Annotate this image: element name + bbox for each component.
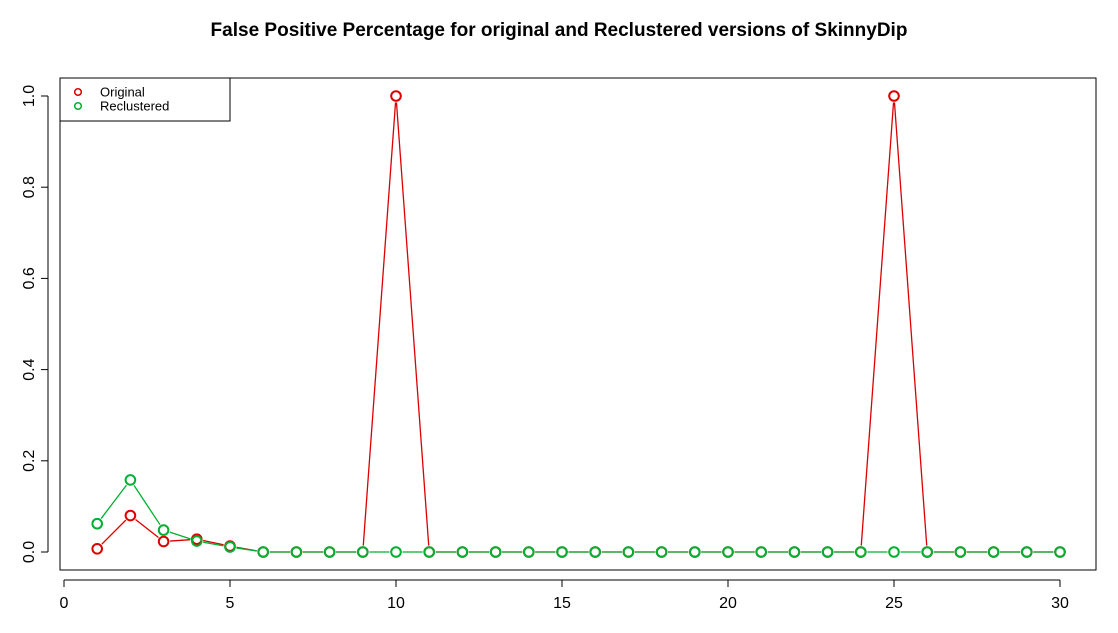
legend-marker-reclustered <box>73 101 83 111</box>
series-reclustered <box>91 474 1066 558</box>
data-point-reclustered <box>357 546 369 558</box>
data-point-reclustered <box>423 546 436 558</box>
data-point-reclustered <box>954 546 967 558</box>
data-point-reclustered <box>390 546 402 558</box>
y-tick-label: 0.8 <box>21 176 38 198</box>
data-point-reclustered <box>1054 546 1066 558</box>
data-point-original <box>888 90 900 102</box>
data-point-reclustered <box>290 546 303 558</box>
data-point-reclustered <box>456 546 469 558</box>
y-tick-label: 0.0 <box>21 541 38 563</box>
x-tick-label: 15 <box>553 595 571 612</box>
data-point-reclustered <box>157 524 170 536</box>
data-point-reclustered <box>91 517 103 530</box>
series-line-segment-reclustered <box>133 485 161 526</box>
data-point-reclustered <box>124 474 137 486</box>
series-line-segment-original <box>135 519 159 539</box>
x-tick-label: 20 <box>719 595 737 612</box>
x-tick-label: 0 <box>60 595 69 612</box>
data-point-reclustered <box>655 546 668 558</box>
data-point-reclustered <box>257 546 270 558</box>
series-line-segment-original <box>101 519 127 545</box>
series-line-segment-original <box>860 102 895 546</box>
data-point-reclustered <box>689 546 701 558</box>
x-tick-label: 30 <box>1051 595 1069 612</box>
data-point-original <box>390 90 402 102</box>
legend-marker-original <box>73 87 83 97</box>
series-line-segment-original <box>362 102 397 546</box>
data-point-original <box>157 535 170 548</box>
chart-title: False Positive Percentage for original a… <box>210 20 908 41</box>
data-point-reclustered <box>323 546 336 558</box>
data-point-reclustered <box>855 546 867 558</box>
data-point-reclustered <box>722 546 734 558</box>
data-point-original <box>91 543 103 555</box>
plot-frame <box>59 77 1097 571</box>
y-tick-label: 1.0 <box>21 85 38 107</box>
y-tick-label: 0.6 <box>21 267 38 289</box>
data-point-reclustered <box>191 535 203 547</box>
data-point-original <box>124 509 137 522</box>
data-point-reclustered <box>556 546 568 558</box>
series-line-segment-original <box>395 102 430 546</box>
data-point-reclustered <box>1021 546 1033 558</box>
series-original <box>91 90 1066 558</box>
data-point-reclustered <box>821 546 834 558</box>
legend-box <box>59 77 231 122</box>
data-point-reclustered <box>888 546 900 558</box>
data-point-reclustered <box>755 546 768 558</box>
series-line-segment-reclustered <box>236 547 257 552</box>
data-point-reclustered <box>921 546 934 558</box>
legend-label-original: Original <box>100 85 145 100</box>
data-point-reclustered <box>589 546 602 558</box>
data-point-reclustered <box>987 546 1000 558</box>
y-tick-label: 0.4 <box>21 358 38 380</box>
x-tick-label: 5 <box>226 595 235 612</box>
series-line-segment-original <box>893 102 928 546</box>
data-point-reclustered <box>489 546 502 558</box>
y-tick-label: 0.2 <box>21 450 38 472</box>
x-tick-label: 25 <box>885 595 903 612</box>
series-line-segment-reclustered <box>169 531 191 540</box>
series-line-segment-reclustered <box>203 541 224 547</box>
legend-label-reclustered: Reclustered <box>100 99 169 114</box>
series-line-segment-original <box>203 539 224 546</box>
data-point-reclustered <box>622 546 635 558</box>
data-point-reclustered <box>224 541 236 553</box>
series-line-segment-reclustered <box>100 484 127 519</box>
x-tick-label: 10 <box>387 595 405 612</box>
data-point-reclustered <box>788 546 801 558</box>
data-point-reclustered <box>523 546 535 558</box>
series-line-segment-original <box>170 539 191 542</box>
